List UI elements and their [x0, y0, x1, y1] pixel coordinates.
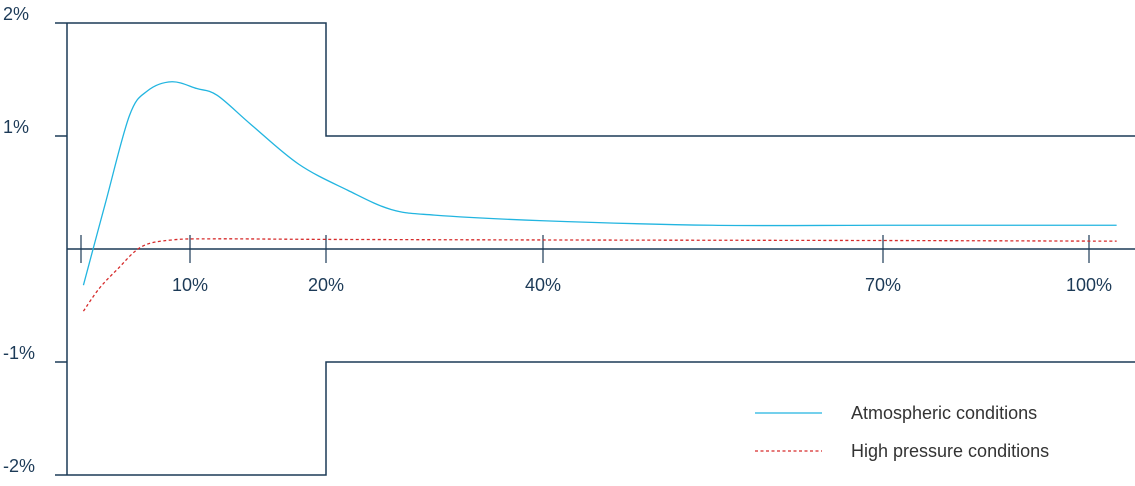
legend: Atmospheric conditions High pressure con… [755, 403, 1049, 461]
series-line-0 [82, 81, 1117, 286]
y-tick-label: -2% [3, 456, 35, 476]
x-tick-label: 10% [172, 275, 208, 295]
x-tick-label: 70% [865, 275, 901, 295]
legend-label-atmospheric: Atmospheric conditions [851, 403, 1037, 423]
series-line-1 [82, 238, 1117, 312]
series-group [82, 81, 1117, 312]
tolerance-band-upper [67, 22, 1135, 137]
y-tick-label: 1% [3, 117, 29, 137]
x-tick-label: 20% [308, 275, 344, 295]
x-tick-label: 100% [1066, 275, 1112, 295]
legend-label-high-pressure: High pressure conditions [851, 441, 1049, 461]
tolerance-band-lower [67, 361, 1135, 476]
y-tick-label: 2% [3, 4, 29, 24]
axes: 2% 1% -1% -2% 10% 20% 40% 70% 100% [3, 4, 1135, 476]
tolerance-band [67, 22, 1135, 476]
x-tick-label: 40% [525, 275, 561, 295]
y-tick-label: -1% [3, 343, 35, 363]
